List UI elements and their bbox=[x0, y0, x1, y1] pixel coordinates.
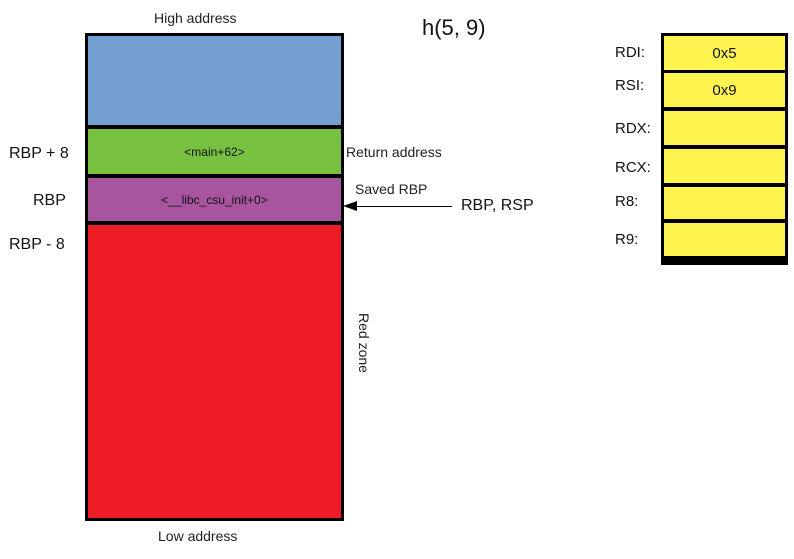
stack-segment-saved-rbp: <__libc_csu_init+0> bbox=[88, 178, 341, 221]
stack-frame: <main+62> <__libc_csu_init+0> bbox=[85, 33, 344, 521]
high-address-label: High address bbox=[154, 10, 237, 26]
register-value-rsi: 0x9 bbox=[664, 73, 785, 107]
rbp-label: RBP bbox=[33, 192, 66, 209]
return-address-label: Return address bbox=[346, 144, 442, 160]
register-name-rcx: RCX: bbox=[615, 159, 651, 176]
register-value-rdi: 0x5 bbox=[664, 36, 785, 70]
rbp-plus-8-label: RBP + 8 bbox=[9, 145, 69, 162]
red-zone-label: Red zone bbox=[356, 313, 372, 373]
register-name-r9: R9: bbox=[615, 231, 639, 248]
stack-segment-red-zone bbox=[88, 225, 341, 518]
arrow-left-icon bbox=[343, 201, 357, 211]
register-table: 0x5 0x9 bbox=[661, 33, 788, 265]
low-address-label: Low address bbox=[158, 528, 238, 544]
register-value-rdx bbox=[664, 111, 785, 145]
stack-segment-return-address: <main+62> bbox=[88, 129, 341, 174]
register-value-r8 bbox=[664, 187, 785, 219]
rbp-rsp-pointer-label: RBP, RSP bbox=[461, 197, 534, 214]
stack-segment-upper bbox=[88, 36, 341, 125]
pointer-arrow-line bbox=[356, 206, 452, 207]
register-value-rcx bbox=[664, 149, 785, 183]
saved-rbp-label: Saved RBP bbox=[355, 181, 428, 197]
register-name-rdx: RDX: bbox=[615, 120, 651, 137]
rbp-minus-8-label: RBP - 8 bbox=[9, 236, 65, 253]
register-name-rsi: RSI: bbox=[615, 77, 645, 94]
register-value-r9 bbox=[664, 223, 785, 256]
register-name-rdi: RDI: bbox=[615, 44, 645, 61]
diagram-title: h(5, 9) bbox=[422, 15, 486, 40]
register-name-r8: R8: bbox=[615, 193, 639, 210]
